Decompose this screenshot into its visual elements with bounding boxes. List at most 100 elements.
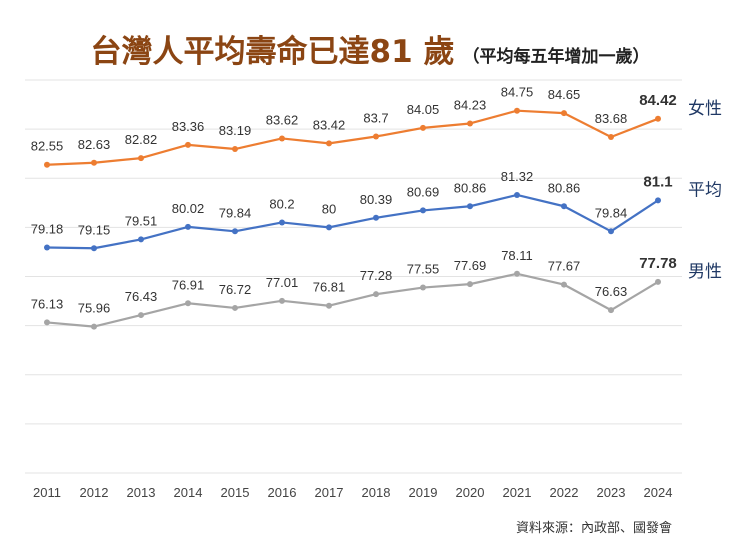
data-point <box>373 291 379 298</box>
data-point <box>279 297 285 304</box>
data-label: 84.75 <box>501 85 534 100</box>
series-label: 男性 <box>688 262 722 282</box>
x-tick-label: 2014 <box>174 485 203 500</box>
data-point <box>91 323 97 330</box>
x-tick-label: 2016 <box>268 485 297 500</box>
data-label: 79.84 <box>219 205 252 220</box>
data-point <box>44 319 50 326</box>
data-point <box>561 281 567 288</box>
data-label: 80.2 <box>269 196 294 211</box>
series-label: 女性 <box>688 99 722 119</box>
data-label: 81.1 <box>643 173 672 190</box>
chart-title-block: 台灣人平均壽命已達81 歲 （平均每五年增加一歲） <box>0 26 740 71</box>
data-label: 81.32 <box>501 169 534 184</box>
series-line-男性 <box>46 272 659 328</box>
data-point <box>514 191 520 198</box>
x-tick-label: 2023 <box>597 485 626 500</box>
data-label: 76.43 <box>125 289 158 304</box>
data-point <box>44 161 50 168</box>
x-tick-label: 2013 <box>127 485 156 500</box>
data-point <box>655 115 661 122</box>
chart-title: 台灣人平均壽命已達81 歲 <box>90 34 455 70</box>
data-point <box>279 135 285 142</box>
data-label: 83.36 <box>172 119 205 134</box>
data-point <box>138 236 144 243</box>
data-point <box>185 141 191 148</box>
data-label: 84.42 <box>639 92 677 109</box>
data-point <box>326 224 332 231</box>
data-point <box>44 244 50 251</box>
x-tick-label: 2015 <box>221 485 250 500</box>
x-tick-label: 2020 <box>456 485 485 500</box>
data-point <box>138 155 144 162</box>
x-tick-label: 2011 <box>33 485 61 500</box>
series-line-平均 <box>46 193 659 250</box>
data-label: 83.19 <box>219 123 252 138</box>
data-point <box>561 110 567 117</box>
data-label: 82.82 <box>125 132 158 147</box>
series-line-女性 <box>46 109 659 166</box>
data-point <box>608 307 614 314</box>
data-label: 77.78 <box>639 255 677 272</box>
source-note: 資料來源：內政部、國發會 <box>515 521 672 536</box>
data-label: 80.02 <box>172 201 205 216</box>
data-point <box>467 120 473 127</box>
data-label: 79.51 <box>125 213 158 228</box>
data-label: 83.62 <box>266 112 299 127</box>
data-label: 76.72 <box>219 282 252 297</box>
data-point <box>326 302 332 309</box>
data-label: 75.96 <box>78 301 111 316</box>
data-point <box>467 203 473 210</box>
data-point <box>185 223 191 230</box>
data-point <box>655 197 661 204</box>
data-label: 76.13 <box>31 296 64 311</box>
series-label: 平均 <box>688 180 722 200</box>
data-label: 78.11 <box>501 248 533 263</box>
data-label: 83.42 <box>313 117 346 132</box>
chart-subtitle: （平均每五年增加一歲） <box>462 47 650 67</box>
x-tick-label: 2012 <box>80 485 109 500</box>
x-tick-label: 2024 <box>644 485 673 500</box>
data-label: 77.67 <box>548 259 581 274</box>
data-point <box>91 159 97 166</box>
data-point <box>232 146 238 153</box>
data-point <box>420 284 426 291</box>
x-tick-label: 2022 <box>550 485 579 500</box>
data-label: 82.55 <box>31 139 64 154</box>
data-label: 82.63 <box>78 137 111 152</box>
data-point <box>608 133 614 140</box>
data-label: 77.01 <box>266 275 299 290</box>
data-label: 83.68 <box>595 111 628 126</box>
data-label: 77.69 <box>454 258 487 273</box>
data-label: 77.28 <box>360 268 393 283</box>
data-label: 80.69 <box>407 184 440 199</box>
data-label: 80.86 <box>454 180 487 195</box>
data-point <box>514 270 520 277</box>
data-point <box>232 304 238 311</box>
data-point <box>420 207 426 214</box>
data-point <box>232 228 238 235</box>
data-label: 80 <box>322 201 336 216</box>
data-label: 84.23 <box>454 97 487 112</box>
data-point <box>514 107 520 114</box>
data-point <box>467 281 473 288</box>
data-point <box>608 228 614 235</box>
data-point <box>326 140 332 147</box>
data-label: 79.18 <box>31 222 64 237</box>
data-point <box>373 214 379 221</box>
data-label: 79.84 <box>595 205 628 220</box>
x-tick-label: 2017 <box>315 485 344 500</box>
data-label: 76.81 <box>313 280 346 295</box>
data-point <box>655 278 661 285</box>
data-label: 79.15 <box>78 222 111 237</box>
data-label: 76.91 <box>172 277 205 292</box>
data-label: 76.63 <box>595 284 628 299</box>
x-tick-label: 2019 <box>409 485 438 500</box>
data-label: 83.7 <box>363 110 388 125</box>
data-label: 80.39 <box>360 192 393 207</box>
data-label: 80.86 <box>548 180 581 195</box>
data-point <box>138 312 144 319</box>
data-label: 77.55 <box>407 262 440 277</box>
x-tick-label: 2018 <box>362 485 391 500</box>
